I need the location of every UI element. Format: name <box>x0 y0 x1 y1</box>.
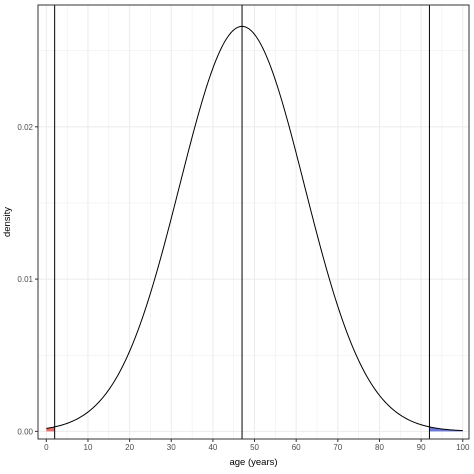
x-tick-label: 50 <box>250 443 259 452</box>
x-axis-title: age (years) <box>229 457 277 468</box>
x-tick-label: 10 <box>84 443 93 452</box>
x-tick-label: 100 <box>456 443 470 452</box>
x-tick-label: 90 <box>417 443 426 452</box>
y-tick-label: 0.01 <box>17 275 33 284</box>
density-curve-layer <box>46 25 463 432</box>
x-axis-ticks: 0 10 20 30 40 50 60 70 80 90 100 <box>44 439 470 452</box>
x-tick-label: 0 <box>44 443 49 452</box>
density-curve <box>46 25 463 432</box>
y-axis-ticks: 0.00 0.01 0.02 <box>17 123 38 436</box>
y-axis-title: density <box>2 207 13 237</box>
major-gridlines <box>38 5 469 439</box>
y-tick-label: 0.00 <box>17 427 33 436</box>
x-tick-label: 70 <box>333 443 342 452</box>
panel-border <box>37 4 470 440</box>
x-tick-label: 60 <box>292 443 301 452</box>
x-tick-label: 40 <box>208 443 217 452</box>
vertical-reference-lines <box>54 5 430 439</box>
x-tick-label: 20 <box>125 443 134 452</box>
minor-gridlines <box>38 5 469 439</box>
x-tick-label: 30 <box>167 443 176 452</box>
x-tick-label: 80 <box>375 443 384 452</box>
left-tail-shade <box>46 426 55 432</box>
y-tick-label: 0.02 <box>17 123 33 132</box>
